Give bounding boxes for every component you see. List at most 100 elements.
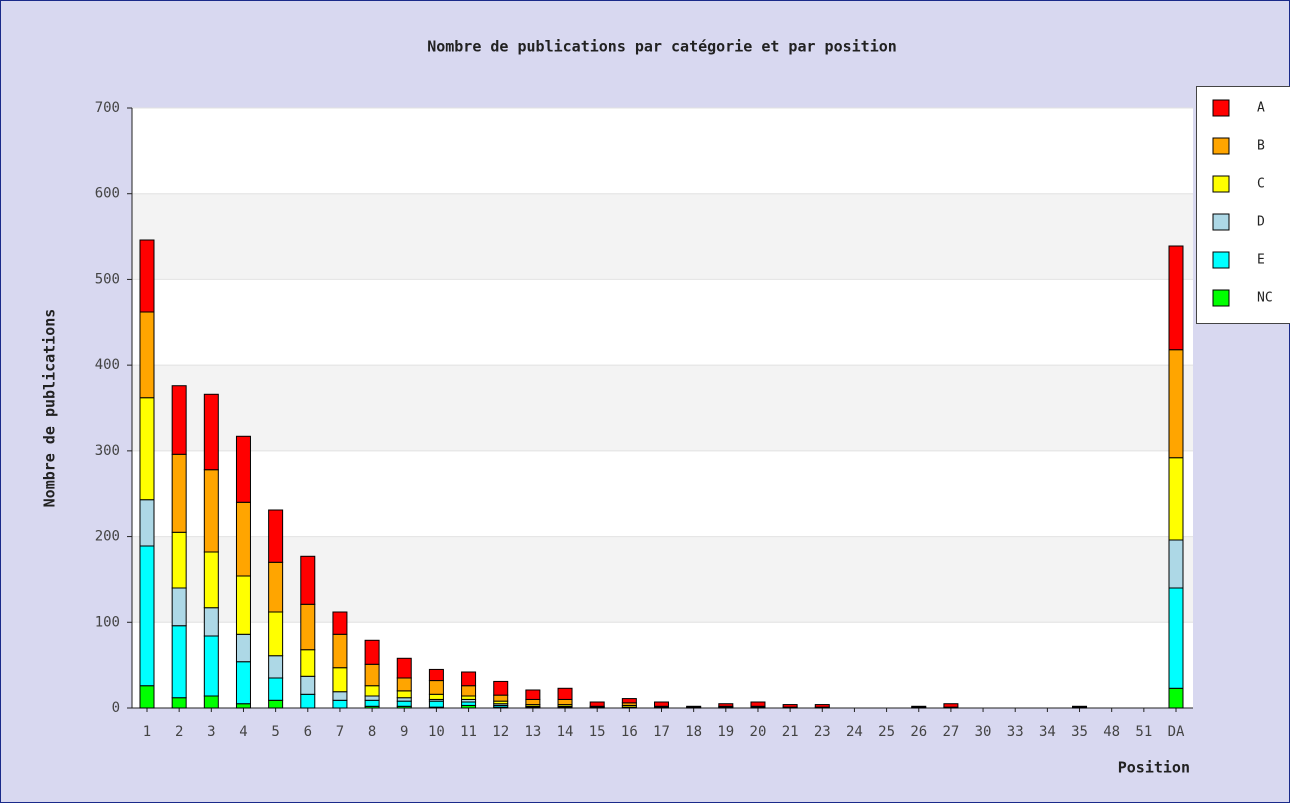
x-tick-label: 16: [621, 724, 638, 740]
legend: [1196, 86, 1290, 324]
bar-segment: [300, 649, 316, 677]
bar-segment: [203, 469, 219, 553]
bar-segment: [139, 239, 155, 313]
bar-segment: [235, 661, 251, 705]
y-tick-label: 700: [95, 100, 120, 116]
bar-segment: [654, 701, 669, 707]
chart-title: Nombre de publications par catégorie et …: [427, 38, 897, 56]
bar-segment: [750, 701, 766, 707]
x-tick-label: 2: [175, 724, 183, 740]
x-tick-label: 35: [1071, 724, 1088, 740]
bar-segment: [525, 698, 541, 706]
bar-segment: [396, 697, 412, 702]
bar-segment: [814, 704, 830, 708]
legend-label: NC: [1257, 291, 1273, 306]
legend-swatch: [1212, 175, 1230, 193]
bar-segment: [364, 695, 380, 701]
bar-segment: [1168, 587, 1184, 689]
x-tick-label: 8: [368, 724, 376, 740]
bar-segment: [268, 611, 284, 657]
bar-segment: [332, 667, 348, 693]
bar-segment: [171, 697, 187, 709]
y-tick-label: 100: [95, 614, 120, 630]
bar-segment: [268, 655, 284, 679]
bar-segment: [300, 603, 316, 651]
bar-segment: [235, 435, 251, 503]
bar-segment: [364, 699, 380, 707]
legend-swatch: [1212, 213, 1230, 231]
x-tick-label: 9: [400, 724, 408, 740]
x-tick-label: 17: [653, 724, 670, 740]
x-axis-title: Position: [1118, 759, 1190, 777]
grid-band: [132, 536, 1193, 623]
x-tick-label: 24: [846, 724, 863, 740]
x-tick-label: 19: [717, 724, 734, 740]
bar-segment: [364, 663, 380, 687]
legend-label: D: [1257, 215, 1265, 230]
bar-segment: [139, 545, 155, 687]
x-tick-label: 7: [336, 724, 344, 740]
bar-segment: [428, 680, 444, 695]
x-tick-label: 15: [589, 724, 606, 740]
bar-segment: [300, 675, 316, 695]
bar-segment: [171, 625, 187, 699]
bar-segment: [203, 393, 219, 471]
y-tick-label: 400: [95, 357, 120, 373]
bar-segment: [1168, 687, 1184, 709]
bar-segment: [139, 311, 155, 399]
bar-segment: [364, 639, 380, 665]
bar-segment: [461, 701, 477, 706]
x-tick-label: 10: [428, 724, 445, 740]
legend-label: A: [1257, 101, 1265, 116]
bar-segment: [139, 499, 155, 547]
bar-segment: [493, 680, 509, 696]
bar-segment: [1168, 457, 1184, 541]
bar-segment: [1072, 705, 1088, 708]
x-tick-label: 34: [1039, 724, 1056, 740]
bar-segment: [203, 695, 219, 709]
legend-swatch: [1212, 99, 1230, 117]
bar-segment: [235, 703, 251, 709]
x-tick-label: 18: [685, 724, 702, 740]
x-tick-label: 27: [942, 724, 959, 740]
bar-segment: [1168, 539, 1184, 589]
bar-segment: [557, 698, 573, 706]
bar-segment: [203, 607, 219, 637]
x-tick-label: 23: [814, 724, 831, 740]
y-tick-label: 200: [95, 529, 120, 545]
bar-segment: [1168, 245, 1184, 351]
bar-segment: [396, 700, 412, 707]
legend-swatch: [1212, 289, 1230, 307]
bar-segment: [235, 633, 251, 663]
y-tick-label: 0: [112, 700, 120, 716]
x-tick-label: 13: [524, 724, 541, 740]
bar-segment: [621, 698, 637, 704]
bar-segment: [235, 575, 251, 635]
bar-segment: [782, 704, 798, 708]
bar-segment: [428, 693, 444, 700]
bar-segment: [203, 635, 219, 697]
legend-label: B: [1257, 139, 1265, 154]
bar-segment: [268, 699, 284, 709]
bar-segment: [235, 501, 251, 577]
grid-band: [132, 365, 1193, 451]
x-tick-label: 33: [1007, 724, 1024, 740]
x-tick-label: 1: [143, 724, 151, 740]
bar-segment: [428, 700, 444, 708]
legend-swatch: [1212, 137, 1230, 155]
x-tick-label: 11: [460, 724, 477, 740]
bar-segment: [364, 685, 380, 697]
x-tick-label: 6: [304, 724, 312, 740]
bar-segment: [911, 705, 927, 708]
x-tick-label: 14: [557, 724, 574, 740]
x-tick-label: 12: [492, 724, 509, 740]
bar-segment: [332, 611, 348, 635]
grid-band: [132, 193, 1193, 280]
bar-segment: [300, 693, 316, 709]
bar-segment: [461, 685, 477, 697]
bar-segment: [139, 397, 155, 501]
y-tick-label: 600: [95, 186, 120, 202]
x-tick-label: 48: [1103, 724, 1120, 740]
x-tick-label: 3: [207, 724, 215, 740]
